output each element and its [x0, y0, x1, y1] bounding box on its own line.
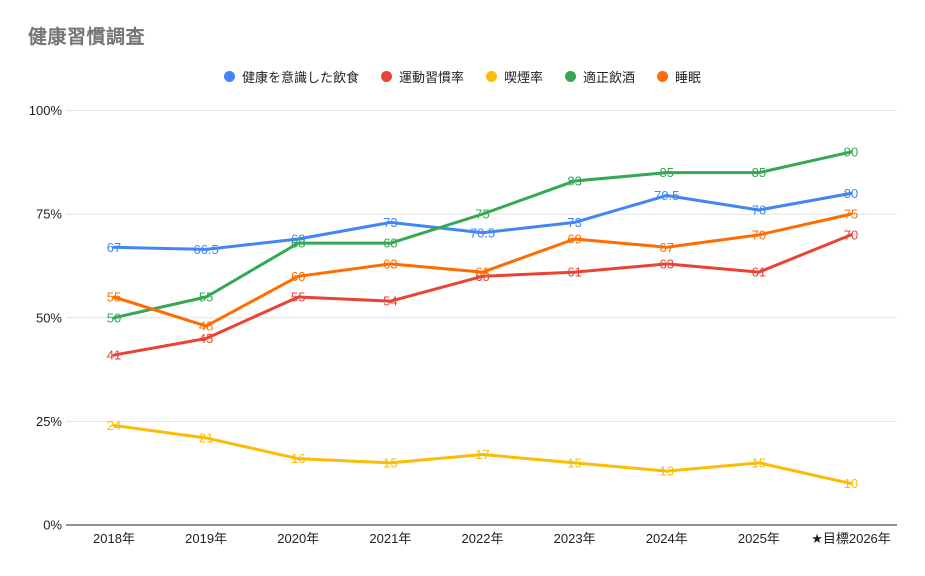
chart-title: 健康習慣調査	[28, 27, 146, 48]
point-label: 68	[291, 236, 305, 251]
point-label: 75	[844, 207, 858, 222]
point-label: 61	[752, 265, 766, 280]
series-line-0	[112, 191, 853, 251]
point-label: 85	[752, 165, 766, 180]
point-label: 13	[660, 464, 674, 479]
y-tick-label: 75%	[36, 207, 62, 222]
x-axis-label: 2019年	[185, 531, 227, 546]
legend-item-4: 睡眠	[657, 67, 701, 86]
point-label: 79.5	[654, 188, 679, 203]
legend-label: 喫煙率	[503, 70, 543, 85]
y-tick-label: 100%	[29, 103, 63, 118]
point-label: 15	[567, 455, 581, 470]
point-label: 70	[844, 227, 858, 242]
point-label: 15	[383, 455, 397, 470]
legend-dot-icon	[485, 71, 497, 82]
series-line-1	[112, 233, 853, 357]
point-label: 67	[660, 240, 674, 255]
point-label: 63	[660, 256, 674, 271]
point-label: 63	[383, 256, 397, 271]
point-label: 90	[844, 144, 858, 159]
point-label: 61	[475, 265, 489, 280]
point-label: 60	[291, 269, 305, 284]
legend-item-3: 適正飲酒	[565, 67, 635, 86]
x-axis-label: 2025年	[738, 531, 780, 546]
point-label: 67	[107, 240, 121, 255]
x-axis-label: 2023年	[554, 531, 596, 546]
point-label: 55	[199, 290, 213, 305]
point-label: 21	[199, 430, 213, 445]
point-label: 24	[107, 418, 121, 433]
legend-dot-icon	[380, 71, 392, 82]
point-label: 55	[291, 290, 305, 305]
point-label: 61	[567, 265, 581, 280]
legend-label: 適正飲酒	[583, 70, 636, 85]
point-label: 50	[107, 310, 121, 325]
legend-label: 運動習慣率	[398, 70, 464, 85]
point-label: 75	[475, 207, 489, 222]
point-label: 10	[844, 476, 858, 491]
point-label: 73	[567, 215, 581, 230]
point-label: 16	[291, 451, 305, 466]
x-axis-label: 2022年	[462, 531, 504, 546]
legend-dot-icon	[223, 71, 235, 82]
point-label: 73	[383, 215, 397, 230]
legend-dot-icon	[657, 71, 669, 82]
series-line-3	[112, 150, 853, 320]
x-axis-label: ★目標2026年	[811, 531, 891, 546]
point-label: 70.5	[470, 225, 495, 240]
point-label: 45	[199, 331, 213, 346]
series-line-4	[112, 212, 853, 328]
legend-item-0: 健康を意識した飲食	[223, 67, 359, 86]
x-axis-label: 2021年	[369, 531, 411, 546]
y-tick-label: 25%	[36, 414, 62, 429]
point-label: 80	[844, 186, 858, 201]
point-label: 69	[567, 231, 581, 246]
y-tick-label: 50%	[36, 310, 62, 325]
point-label: 76	[752, 202, 766, 217]
y-tick-label: 0%	[43, 518, 62, 533]
x-axis-label: 2020年	[277, 531, 319, 546]
chart-legend: 健康を意識した飲食 運動習慣率 喫煙率 適正飲酒 睡眠	[0, 67, 925, 86]
point-label: 55	[107, 290, 121, 305]
x-axis-label: 2018年	[93, 531, 135, 546]
point-label: 66.5	[193, 242, 218, 257]
point-label: 17	[475, 447, 489, 462]
point-label: 68	[383, 236, 397, 251]
point-label: 83	[567, 173, 581, 188]
x-axis-label: 2024年	[646, 531, 688, 546]
point-label: 85	[660, 165, 674, 180]
legend-label: 健康を意識した飲食	[241, 70, 359, 85]
point-label: 70	[752, 227, 766, 242]
point-label: 54	[383, 294, 397, 309]
point-label: 48	[199, 319, 213, 334]
legend-item-1: 運動習慣率	[380, 67, 464, 86]
legend-label: 睡眠	[675, 70, 702, 85]
point-label: 15	[752, 455, 766, 470]
series-line-2	[112, 424, 853, 486]
legend-dot-icon	[565, 71, 576, 82]
point-label: 41	[107, 348, 121, 363]
legend-item-2: 喫煙率	[485, 67, 543, 86]
